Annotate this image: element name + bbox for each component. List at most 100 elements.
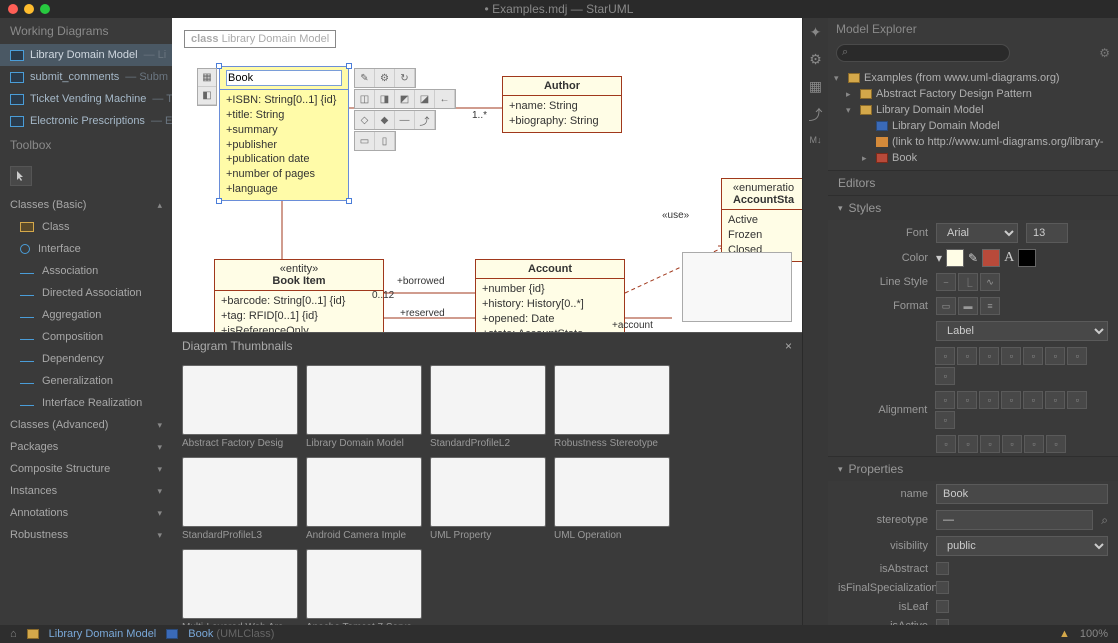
styles-header[interactable]: ▾Styles	[828, 195, 1118, 220]
toolbar-button[interactable]: ▫	[1001, 391, 1021, 409]
element-toolbar-3[interactable]: ◇◆—⤴	[354, 110, 436, 130]
settings-icon[interactable]: ⚙	[809, 51, 822, 68]
thumbnail[interactable]: Abstract Factory Desig	[182, 365, 298, 449]
tree-node[interactable]: ▾Library Domain Model	[834, 102, 1112, 118]
toolbar-button[interactable]: ▫	[935, 367, 955, 385]
toolbar-button[interactable]: ▫	[935, 347, 955, 365]
uml-enum-accountstate[interactable]: «enumeratioAccountSta ActiveFrozenClosed	[721, 178, 802, 262]
model-tree[interactable]: ▾Examples (from www.uml-diagrams.org) ▸A…	[828, 66, 1118, 170]
explorer-search-input[interactable]	[836, 44, 1010, 62]
diagram-canvas[interactable]: class Library Domain Model	[172, 18, 802, 332]
toolbox-section[interactable]: Classes (Advanced)▾	[0, 414, 172, 436]
text-swatch[interactable]	[1018, 249, 1036, 267]
working-diagram-item[interactable]: Electronic Prescriptions — E	[0, 110, 172, 132]
uml-attribute[interactable]: +summary	[226, 123, 342, 138]
editors-header[interactable]: Editors	[828, 170, 1118, 195]
element-toolbar-left[interactable]: ▦◧	[197, 68, 217, 106]
class-name-input[interactable]	[226, 70, 342, 86]
element-toolbar-4[interactable]: ▭▯	[354, 131, 396, 151]
toolbox-item[interactable]: Association	[0, 260, 172, 282]
toolbox-item[interactable]: Directed Association	[0, 282, 172, 304]
toolbar-button[interactable]: ▫	[1045, 391, 1065, 409]
toolbox-item[interactable]: Interface	[0, 238, 172, 260]
toolbar-button[interactable]: ▫	[936, 435, 956, 453]
toolbar-button[interactable]: ▫	[1023, 391, 1043, 409]
home-icon[interactable]: ⌂	[10, 628, 17, 640]
prop-input[interactable]	[936, 484, 1108, 504]
gear-icon[interactable]: ⚙	[1099, 46, 1110, 60]
uml-attribute[interactable]: Active	[728, 213, 799, 228]
thumbnail[interactable]: StandardProfileL2	[430, 365, 546, 449]
pointer-tool[interactable]	[10, 166, 32, 186]
uml-class-account[interactable]: Account +number {id}+history: History[0.…	[475, 259, 625, 332]
uml-attribute[interactable]: +isReferenceOnly	[221, 324, 377, 332]
working-diagram-item[interactable]: submit_comments — Subm	[0, 66, 172, 88]
toolbox-section[interactable]: Robustness▾	[0, 524, 172, 546]
toolbar-button[interactable]: ▫	[958, 435, 978, 453]
thumbnail[interactable]: Android Camera Imple	[306, 457, 422, 541]
format-select[interactable]: Label	[936, 321, 1108, 341]
prop-checkbox[interactable]	[936, 600, 949, 613]
share-icon[interactable]: ⤴	[809, 105, 823, 125]
thumbnail[interactable]: Multi-Layered Web Arc	[182, 549, 298, 633]
warning-icon[interactable]: ▲	[1059, 628, 1070, 640]
uml-attribute[interactable]: +name: String	[509, 99, 615, 114]
toolbar-button[interactable]: ▫	[1024, 435, 1044, 453]
format-btn[interactable]: ≡	[980, 297, 1000, 315]
tree-node[interactable]: ▸Abstract Factory Design Pattern	[834, 86, 1112, 102]
tree-node[interactable]: Library Domain Model	[834, 118, 1112, 134]
toolbox-section[interactable]: Composite Structure▾	[0, 458, 172, 480]
toolbar-button[interactable]: ▫	[1067, 347, 1087, 365]
extension-icon[interactable]: ✦	[810, 24, 822, 41]
working-diagram-item[interactable]: Ticket Vending Machine — T	[0, 88, 172, 110]
search-icon[interactable]: ⌕	[1101, 513, 1108, 528]
font-select[interactable]: Arial	[936, 223, 1018, 243]
uml-attribute[interactable]: +number of pages	[226, 167, 342, 182]
uml-attribute[interactable]: +title: String	[226, 108, 342, 123]
working-diagram-item[interactable]: Library Domain Model — Li	[0, 44, 172, 66]
uml-attribute[interactable]: +biography: String	[509, 114, 615, 129]
thumbnail[interactable]: Robustness Stereotype	[554, 365, 670, 449]
properties-header[interactable]: ▾Properties	[828, 456, 1118, 481]
linestyle-btn[interactable]: ⎿	[958, 273, 978, 291]
element-toolbar-1[interactable]: ✎⚙↻	[354, 68, 416, 88]
uml-attribute[interactable]: +language	[226, 182, 342, 197]
close-icon[interactable]: ×	[785, 339, 792, 353]
toolbar-button[interactable]: ▫	[935, 391, 955, 409]
toolbox-section[interactable]: Classes (Basic)▴	[0, 194, 172, 216]
toolbox-item[interactable]: Interface Realization	[0, 392, 172, 414]
toolbar-button[interactable]: ▫	[1001, 347, 1021, 365]
uml-class-book[interactable]: +ISBN: String[0..1] {id}+title: String+s…	[219, 66, 349, 201]
markdown-icon[interactable]: M↓	[810, 135, 822, 145]
grid-icon[interactable]: ▦	[809, 78, 822, 95]
thumbnail[interactable]: UML Property	[430, 457, 546, 541]
fill-swatch[interactable]	[946, 249, 964, 267]
uml-class-author[interactable]: Author +name: String+biography: String	[502, 76, 622, 133]
toolbox-item[interactable]: Dependency	[0, 348, 172, 370]
format-btn[interactable]: ▭	[936, 297, 956, 315]
prop-checkbox[interactable]	[936, 562, 949, 575]
tree-node[interactable]: (link to http://www.uml-diagrams.org/lib…	[834, 134, 1112, 150]
uml-attribute[interactable]: +state: AccountState	[482, 327, 618, 332]
prop-input[interactable]	[936, 510, 1093, 530]
uml-attribute[interactable]: +barcode: String[0..1] {id}	[221, 294, 377, 309]
thumbnail[interactable]: Apache Tomcat 7 Serve	[306, 549, 422, 633]
linestyle-btn[interactable]: ⎯	[936, 273, 956, 291]
toolbox-item[interactable]: Generalization	[0, 370, 172, 392]
prop-checkbox[interactable]	[936, 581, 949, 594]
uml-attribute[interactable]: +number {id}	[482, 282, 618, 297]
minimize-icon[interactable]	[24, 4, 34, 14]
breadcrumb[interactable]: Library Domain Model	[49, 628, 157, 640]
close-icon[interactable]	[8, 4, 18, 14]
uml-attribute[interactable]: +opened: Date	[482, 312, 618, 327]
toolbar-button[interactable]: ▫	[980, 435, 1000, 453]
toolbar-button[interactable]: ▫	[1023, 347, 1043, 365]
toolbox-section[interactable]: Packages▾	[0, 436, 172, 458]
element-toolbar-2[interactable]: ◫◨◩◪←	[354, 89, 456, 109]
tree-node[interactable]: ▸Book	[834, 150, 1112, 166]
uml-class-bookitem[interactable]: «entity»Book Item +barcode: String[0..1]…	[214, 259, 384, 332]
toolbar-button[interactable]: ▫	[1046, 435, 1066, 453]
uml-attribute[interactable]: Frozen	[728, 228, 799, 243]
toolbox-item[interactable]: Aggregation	[0, 304, 172, 326]
uml-attribute[interactable]: +tag: RFID[0..1] {id}	[221, 309, 377, 324]
